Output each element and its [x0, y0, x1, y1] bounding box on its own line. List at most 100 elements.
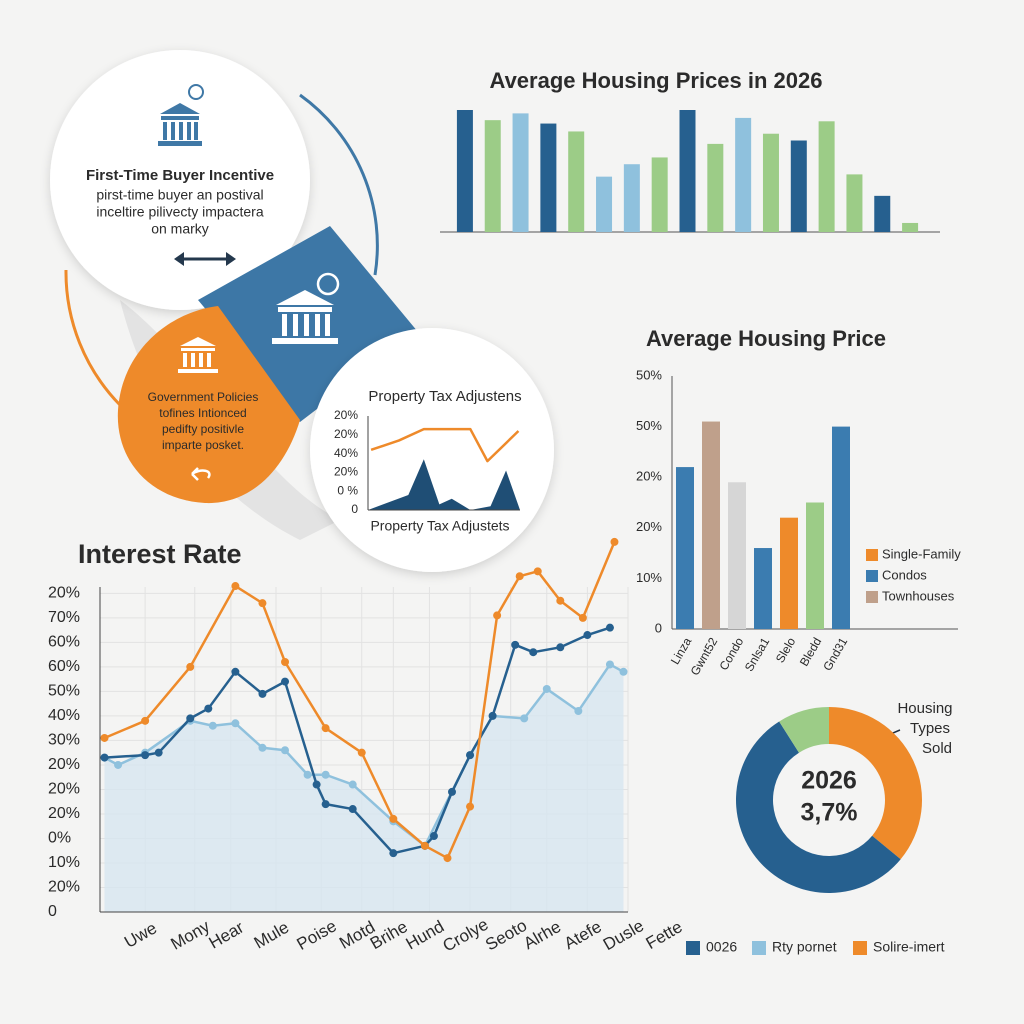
point: [389, 849, 398, 858]
donut-segment: [735, 721, 901, 893]
chart-title: Interest Rate: [78, 539, 242, 569]
bar: [702, 421, 720, 629]
y-tick-label: 0: [655, 620, 662, 635]
y-tick-label: 20%: [636, 519, 662, 534]
point: [583, 631, 592, 640]
callout-text: pedifty positivle: [162, 422, 244, 436]
x-axis-label: Property Tax Adjustets: [370, 518, 509, 534]
chart-title: Housing: [897, 700, 952, 717]
point: [281, 677, 290, 686]
bar: [651, 157, 668, 232]
bar: [568, 131, 585, 232]
bar: [679, 110, 696, 232]
connector-arc: [299, 93, 379, 276]
legend-swatch: [866, 549, 878, 561]
point: [357, 748, 366, 757]
y-tick-label: 40%: [48, 707, 80, 724]
point: [258, 599, 267, 608]
chart-title: Average Housing Price: [646, 326, 886, 351]
y-tick-label: 60%: [48, 658, 80, 675]
y-tick-label: 20%: [48, 781, 80, 798]
point: [321, 724, 330, 733]
callout-text: inceltire pilivecty impactera: [96, 204, 263, 220]
bar: [754, 548, 772, 629]
bar: [818, 121, 835, 232]
bar: [728, 482, 746, 629]
bar: [484, 120, 501, 232]
point: [542, 684, 551, 693]
bar: [540, 123, 557, 232]
legend-swatch: [686, 941, 700, 955]
point: [141, 751, 150, 760]
policy-drop: [117, 306, 300, 504]
y-tick-label: 50%: [636, 418, 662, 433]
point: [348, 805, 357, 814]
point: [114, 760, 123, 769]
y-tick-label: 10%: [636, 570, 662, 585]
y-tick-label: 30%: [48, 732, 80, 749]
chart-title: Sold: [922, 740, 952, 757]
bank-icon: [272, 272, 340, 344]
y-tick-label: 50%: [48, 683, 80, 700]
callout-text: pirst-time buyer an postival: [96, 187, 263, 203]
bar: [874, 195, 891, 232]
y-tick-label: 20%: [48, 879, 80, 896]
callout-text: on marky: [151, 221, 209, 237]
y-tick-label: 10%: [48, 854, 80, 871]
point: [515, 572, 524, 581]
point: [312, 780, 321, 789]
legend-label: Rty pornet: [772, 939, 837, 955]
bar: [735, 117, 752, 232]
y-tick-label: 50%: [636, 367, 662, 382]
point: [348, 780, 357, 789]
point: [231, 582, 240, 591]
point: [466, 751, 475, 760]
point: [208, 721, 217, 730]
bar: [762, 133, 779, 232]
legend-swatch: [866, 570, 878, 582]
y-tick-label: 0%: [48, 830, 71, 847]
line: [104, 626, 611, 855]
y-tick-label: 20%: [334, 408, 358, 422]
callout-text: Government Policies: [148, 390, 259, 404]
bar: [512, 113, 529, 232]
y-tick-label: 60%: [48, 634, 80, 651]
bar: [623, 164, 640, 232]
y-tick-label: 40%: [334, 446, 358, 460]
y-tick-label: 20%: [334, 465, 358, 479]
point: [321, 770, 330, 779]
double-arrow: [174, 252, 236, 266]
y-tick-label: 0 %: [337, 483, 358, 497]
bar: [790, 140, 807, 232]
point: [186, 714, 195, 723]
y-tick-label: 20%: [48, 805, 80, 822]
point: [493, 611, 502, 620]
return-arrow: [191, 467, 211, 481]
point: [533, 567, 542, 576]
y-tick-label: 70%: [48, 609, 80, 626]
point: [556, 596, 565, 605]
bar: [780, 517, 798, 629]
y-tick-label: 20%: [48, 756, 80, 773]
point: [466, 802, 475, 811]
point: [231, 667, 240, 676]
bar: [806, 502, 824, 629]
point: [303, 770, 312, 779]
incentive-circle: [50, 50, 310, 310]
point: [141, 716, 150, 725]
bar: [456, 110, 473, 232]
area: [368, 459, 520, 510]
legend-swatch: [853, 941, 867, 955]
bar: [707, 143, 724, 232]
bank-icon: [158, 84, 204, 146]
connector-arc: [64, 269, 122, 407]
point: [281, 746, 290, 755]
y-tick-label: 20%: [48, 585, 80, 602]
legend-label: Townhouses: [882, 588, 955, 603]
point: [605, 623, 614, 632]
bar: [596, 176, 613, 232]
legend-label: 0026: [706, 939, 737, 955]
point: [204, 704, 213, 713]
point: [610, 537, 619, 546]
